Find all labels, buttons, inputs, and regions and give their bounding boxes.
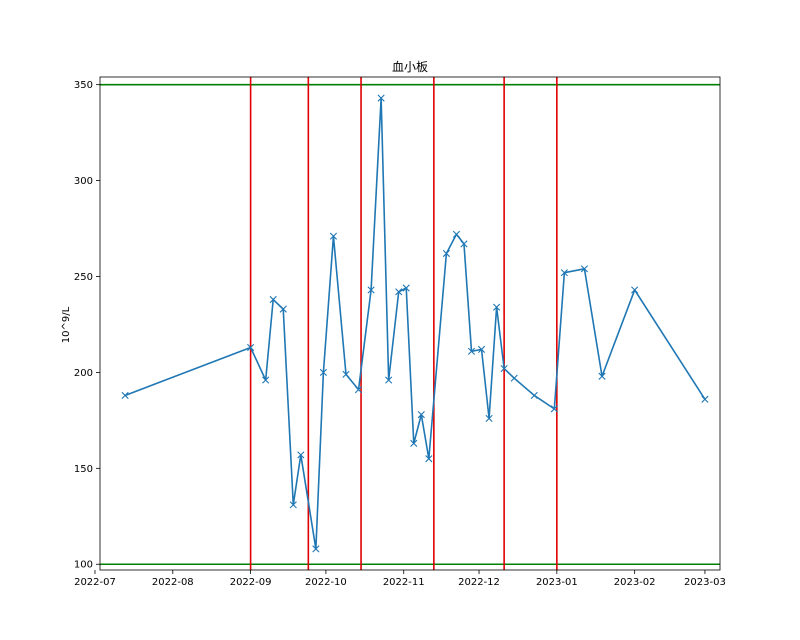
plot-area: 2022-07 2022-08 2022-09 2022-10 2022-11 2022-… xyxy=(74,76,726,588)
data-point-17 xyxy=(410,439,418,447)
data-point-32 xyxy=(580,265,589,273)
axes-frame xyxy=(99,76,721,571)
y-tick-label-2: 200 xyxy=(74,368,93,379)
x-tick-label-6: 2023-01 xyxy=(536,577,578,588)
series-line-0 xyxy=(124,97,706,550)
data-point-35 xyxy=(701,395,709,403)
y-tick-label-5: 350 xyxy=(74,80,93,91)
data-point-34 xyxy=(631,286,639,294)
data-point-33 xyxy=(598,372,606,380)
data-point-1 xyxy=(247,343,255,352)
data-point-12 xyxy=(367,286,375,294)
x-tick-label-8: 2023-03 xyxy=(684,577,726,588)
y-tick-label-1: 150 xyxy=(74,464,93,475)
data-point-25 xyxy=(485,414,493,423)
data-point-6 xyxy=(297,451,305,459)
data-point-21 xyxy=(452,230,461,238)
y-axis-label: 10^9/L xyxy=(61,306,72,343)
data-point-24 xyxy=(477,345,486,353)
data-point-19 xyxy=(425,455,433,463)
data-point-26 xyxy=(493,303,501,311)
x-tick-label-1: 2022-08 xyxy=(152,577,194,588)
x-tick-label-0: 2022-07 xyxy=(74,577,116,588)
data-point-8 xyxy=(319,368,327,377)
data-point-5 xyxy=(289,501,297,509)
data-point-14 xyxy=(385,376,393,384)
data-point-16 xyxy=(402,284,410,292)
data-point-22 xyxy=(460,240,468,248)
data-point-7 xyxy=(312,545,320,553)
data-point-11 xyxy=(354,386,363,394)
data-point-13 xyxy=(377,94,385,102)
data-point-28 xyxy=(510,374,518,382)
x-tick-label-4: 2022-11 xyxy=(383,577,425,588)
data-point-4 xyxy=(279,305,287,313)
x-tick-label-5: 2022-12 xyxy=(458,577,500,588)
chart-title: 血小板 xyxy=(392,60,428,74)
x-tick-label-2: 2022-09 xyxy=(230,577,272,588)
data-point-27 xyxy=(500,364,508,373)
data-point-20 xyxy=(442,249,450,258)
data-point-0 xyxy=(121,391,129,400)
data-point-29 xyxy=(530,391,538,400)
y-tick-label-0: 100 xyxy=(74,560,93,571)
data-point-18 xyxy=(417,411,425,419)
data-point-23 xyxy=(467,347,476,355)
y-tick-label-3: 250 xyxy=(74,272,93,283)
data-point-10 xyxy=(342,370,350,378)
data-point-9 xyxy=(329,232,338,240)
x-tick-label-3: 2022-10 xyxy=(305,577,347,588)
data-point-3 xyxy=(269,295,277,304)
y-tick-label-4: 300 xyxy=(74,176,93,187)
data-point-15 xyxy=(395,288,403,296)
data-point-30 xyxy=(550,405,558,413)
data-point-2 xyxy=(262,376,270,384)
data-point-31 xyxy=(560,269,568,277)
x-tick-label-7: 2023-02 xyxy=(614,577,656,588)
